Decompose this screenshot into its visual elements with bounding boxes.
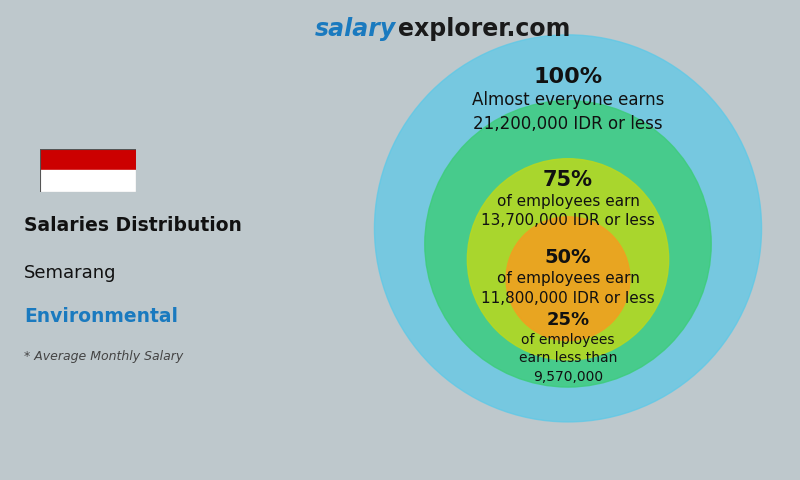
Circle shape (467, 159, 669, 360)
Text: of employees earn
11,800,000 IDR or less: of employees earn 11,800,000 IDR or less (481, 271, 655, 306)
Text: * Average Monthly Salary: * Average Monthly Salary (24, 350, 183, 363)
Text: salary: salary (314, 17, 396, 41)
Text: Salaries Distribution: Salaries Distribution (24, 216, 242, 235)
Text: explorer.com: explorer.com (398, 17, 570, 41)
Bar (40, 149, 136, 170)
Bar (40, 170, 136, 192)
Circle shape (374, 35, 762, 422)
Text: of employees
earn less than
9,570,000: of employees earn less than 9,570,000 (519, 333, 617, 384)
Text: Environmental: Environmental (24, 307, 178, 326)
Text: Almost everyone earns
21,200,000 IDR or less: Almost everyone earns 21,200,000 IDR or … (472, 91, 664, 132)
Circle shape (506, 217, 630, 341)
Text: 100%: 100% (534, 67, 602, 87)
Text: of employees earn
13,700,000 IDR or less: of employees earn 13,700,000 IDR or less (481, 193, 655, 228)
Text: 50%: 50% (545, 248, 591, 267)
Text: 75%: 75% (543, 169, 593, 190)
Circle shape (425, 101, 711, 387)
Text: 25%: 25% (546, 311, 590, 329)
Text: Semarang: Semarang (24, 264, 117, 282)
